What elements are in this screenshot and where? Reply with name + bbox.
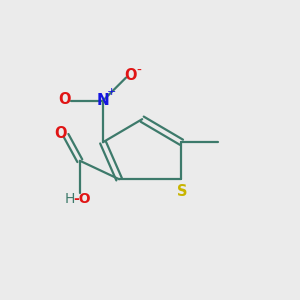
Text: +: + [106, 87, 116, 97]
Text: -O: -O [73, 192, 91, 206]
Text: -: - [136, 64, 141, 78]
Text: S: S [177, 184, 188, 200]
Text: O: O [58, 92, 71, 107]
Text: O: O [54, 126, 66, 141]
Text: H: H [64, 192, 75, 206]
Text: O: O [124, 68, 137, 83]
Text: N: N [97, 93, 109, 108]
